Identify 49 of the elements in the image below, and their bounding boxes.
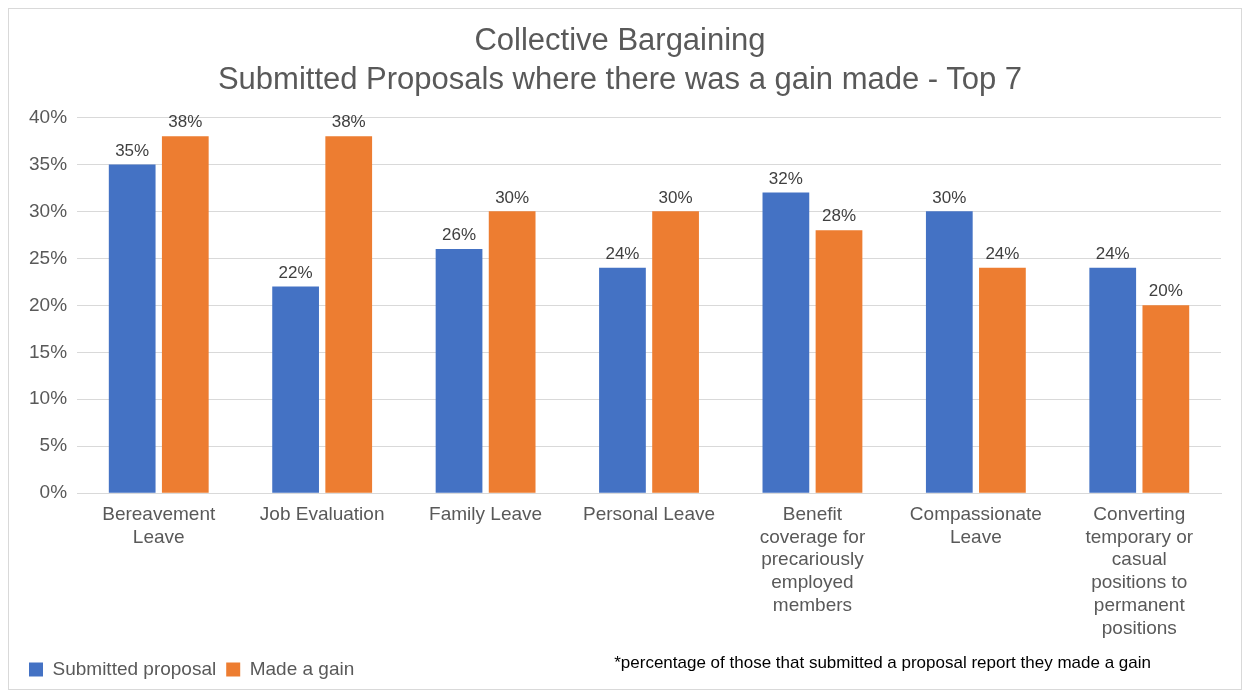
x-tick-label: Bereavement Leave bbox=[102, 502, 216, 547]
data-label: 20% bbox=[1148, 281, 1183, 301]
y-tick-label: 40% bbox=[29, 105, 68, 127]
data-label: 32% bbox=[768, 168, 803, 188]
y-tick-label: 30% bbox=[29, 199, 68, 221]
y-tick-label: 15% bbox=[29, 340, 68, 362]
data-label: 24% bbox=[1095, 243, 1130, 263]
data-label: 30% bbox=[495, 187, 530, 207]
chart-subtitle: Submitted Proposals where there was a gain made - Top 7 bbox=[217, 61, 1023, 97]
bar bbox=[762, 192, 810, 493]
y-tick-label: 0% bbox=[39, 481, 68, 503]
y-tick-label: 20% bbox=[29, 293, 68, 315]
data-label: 26% bbox=[442, 225, 477, 245]
bar bbox=[325, 136, 373, 493]
bar bbox=[161, 136, 209, 493]
x-tick-label: Job Evaluation bbox=[259, 502, 385, 524]
bar bbox=[652, 211, 699, 493]
text: *percentage of those that submitted a proposal report they made a gain bbox=[614, 653, 1151, 673]
x-tick-label: Benefit coverage for precariously employed members bbox=[759, 502, 866, 616]
bar bbox=[979, 267, 1026, 493]
x-tick-label: Family Leave bbox=[429, 502, 543, 524]
bar bbox=[815, 230, 863, 493]
data-label: 22% bbox=[278, 262, 313, 282]
bar bbox=[925, 211, 973, 493]
bar bbox=[435, 248, 483, 493]
bar bbox=[599, 267, 646, 493]
data-label: 24% bbox=[985, 243, 1020, 263]
y-tick-label: 5% bbox=[39, 434, 68, 456]
bar bbox=[1142, 305, 1190, 493]
bar bbox=[108, 164, 156, 493]
bar bbox=[488, 211, 536, 493]
bar bbox=[272, 286, 319, 493]
y-tick-label: 25% bbox=[29, 246, 68, 268]
x-tick-label: Compassionate Leave bbox=[909, 502, 1042, 547]
data-label: 35% bbox=[115, 140, 150, 160]
y-tick-label: 10% bbox=[29, 387, 68, 409]
bar bbox=[1089, 267, 1137, 493]
x-tick-label: Personal Leave bbox=[582, 502, 716, 524]
data-label: 38% bbox=[168, 112, 203, 132]
data-label: 38% bbox=[331, 112, 366, 132]
data-label: 24% bbox=[605, 243, 640, 263]
data-label: 30% bbox=[658, 187, 693, 207]
data-label: 28% bbox=[821, 206, 857, 226]
legend-label: Made a gain bbox=[249, 657, 355, 679]
x-tick-label: Converting temporary or casual positions to permanent positions bbox=[1085, 502, 1194, 638]
chart-title: Collective Bargaining bbox=[474, 22, 766, 58]
legend-label: Submitted proposal bbox=[52, 657, 217, 679]
y-tick-label: 35% bbox=[29, 152, 68, 174]
data-label: 30% bbox=[932, 187, 967, 207]
